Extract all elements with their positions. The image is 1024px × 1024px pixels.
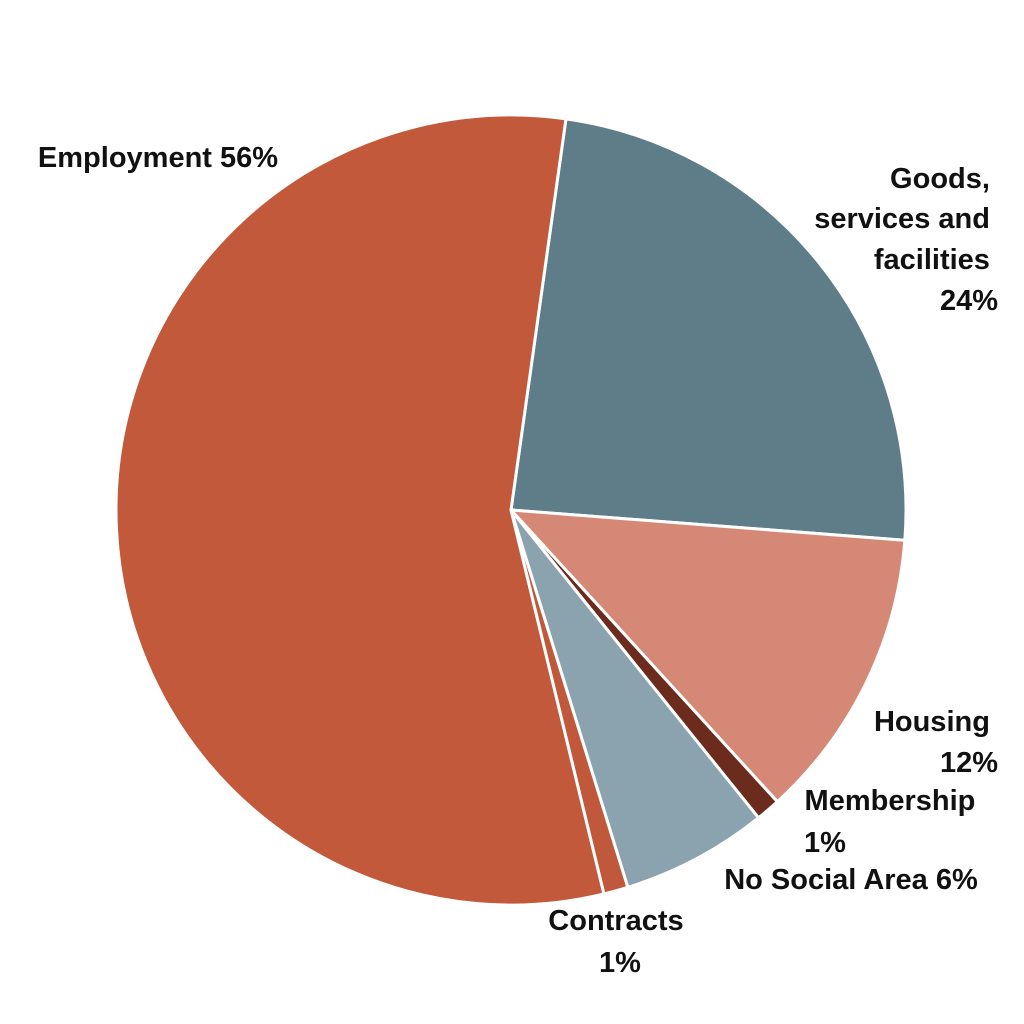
label-housing: Housing 12% [874, 706, 998, 779]
label-goods-line-1: Goods, [890, 163, 990, 195]
label-employment-line: Employment 56% [38, 142, 278, 174]
label-no-social-area: No Social Area 6% [724, 864, 978, 896]
label-goods-line-3: facilities [874, 244, 990, 276]
label-membership: Membership 1% [804, 785, 983, 859]
pie-slice-housing [509, 508, 907, 804]
label-goods-services-facilities: Goods, services and facilities 24% [814, 163, 998, 317]
label-housing-line: Housing [874, 706, 990, 738]
label-goods-line-2: services and [814, 203, 990, 235]
label-no-social-area-line: No Social Area 6% [724, 864, 978, 896]
label-goods-value: 24% [940, 285, 998, 317]
label-employment: Employment 56% [38, 142, 278, 174]
label-membership-line: Membership [805, 785, 976, 817]
label-contracts-line: Contracts [548, 905, 683, 937]
label-housing-value: 12% [940, 747, 998, 779]
pie-slice-goods-services-and-facilities [509, 117, 908, 542]
pie-slice-no-social-area [509, 508, 761, 889]
label-contracts-value: 1% [599, 947, 641, 979]
pie-slices [114, 113, 908, 907]
label-contracts: Contracts 1% [548, 905, 691, 979]
label-membership-value: 1% [804, 827, 846, 859]
pie-slice-employment [114, 113, 606, 907]
